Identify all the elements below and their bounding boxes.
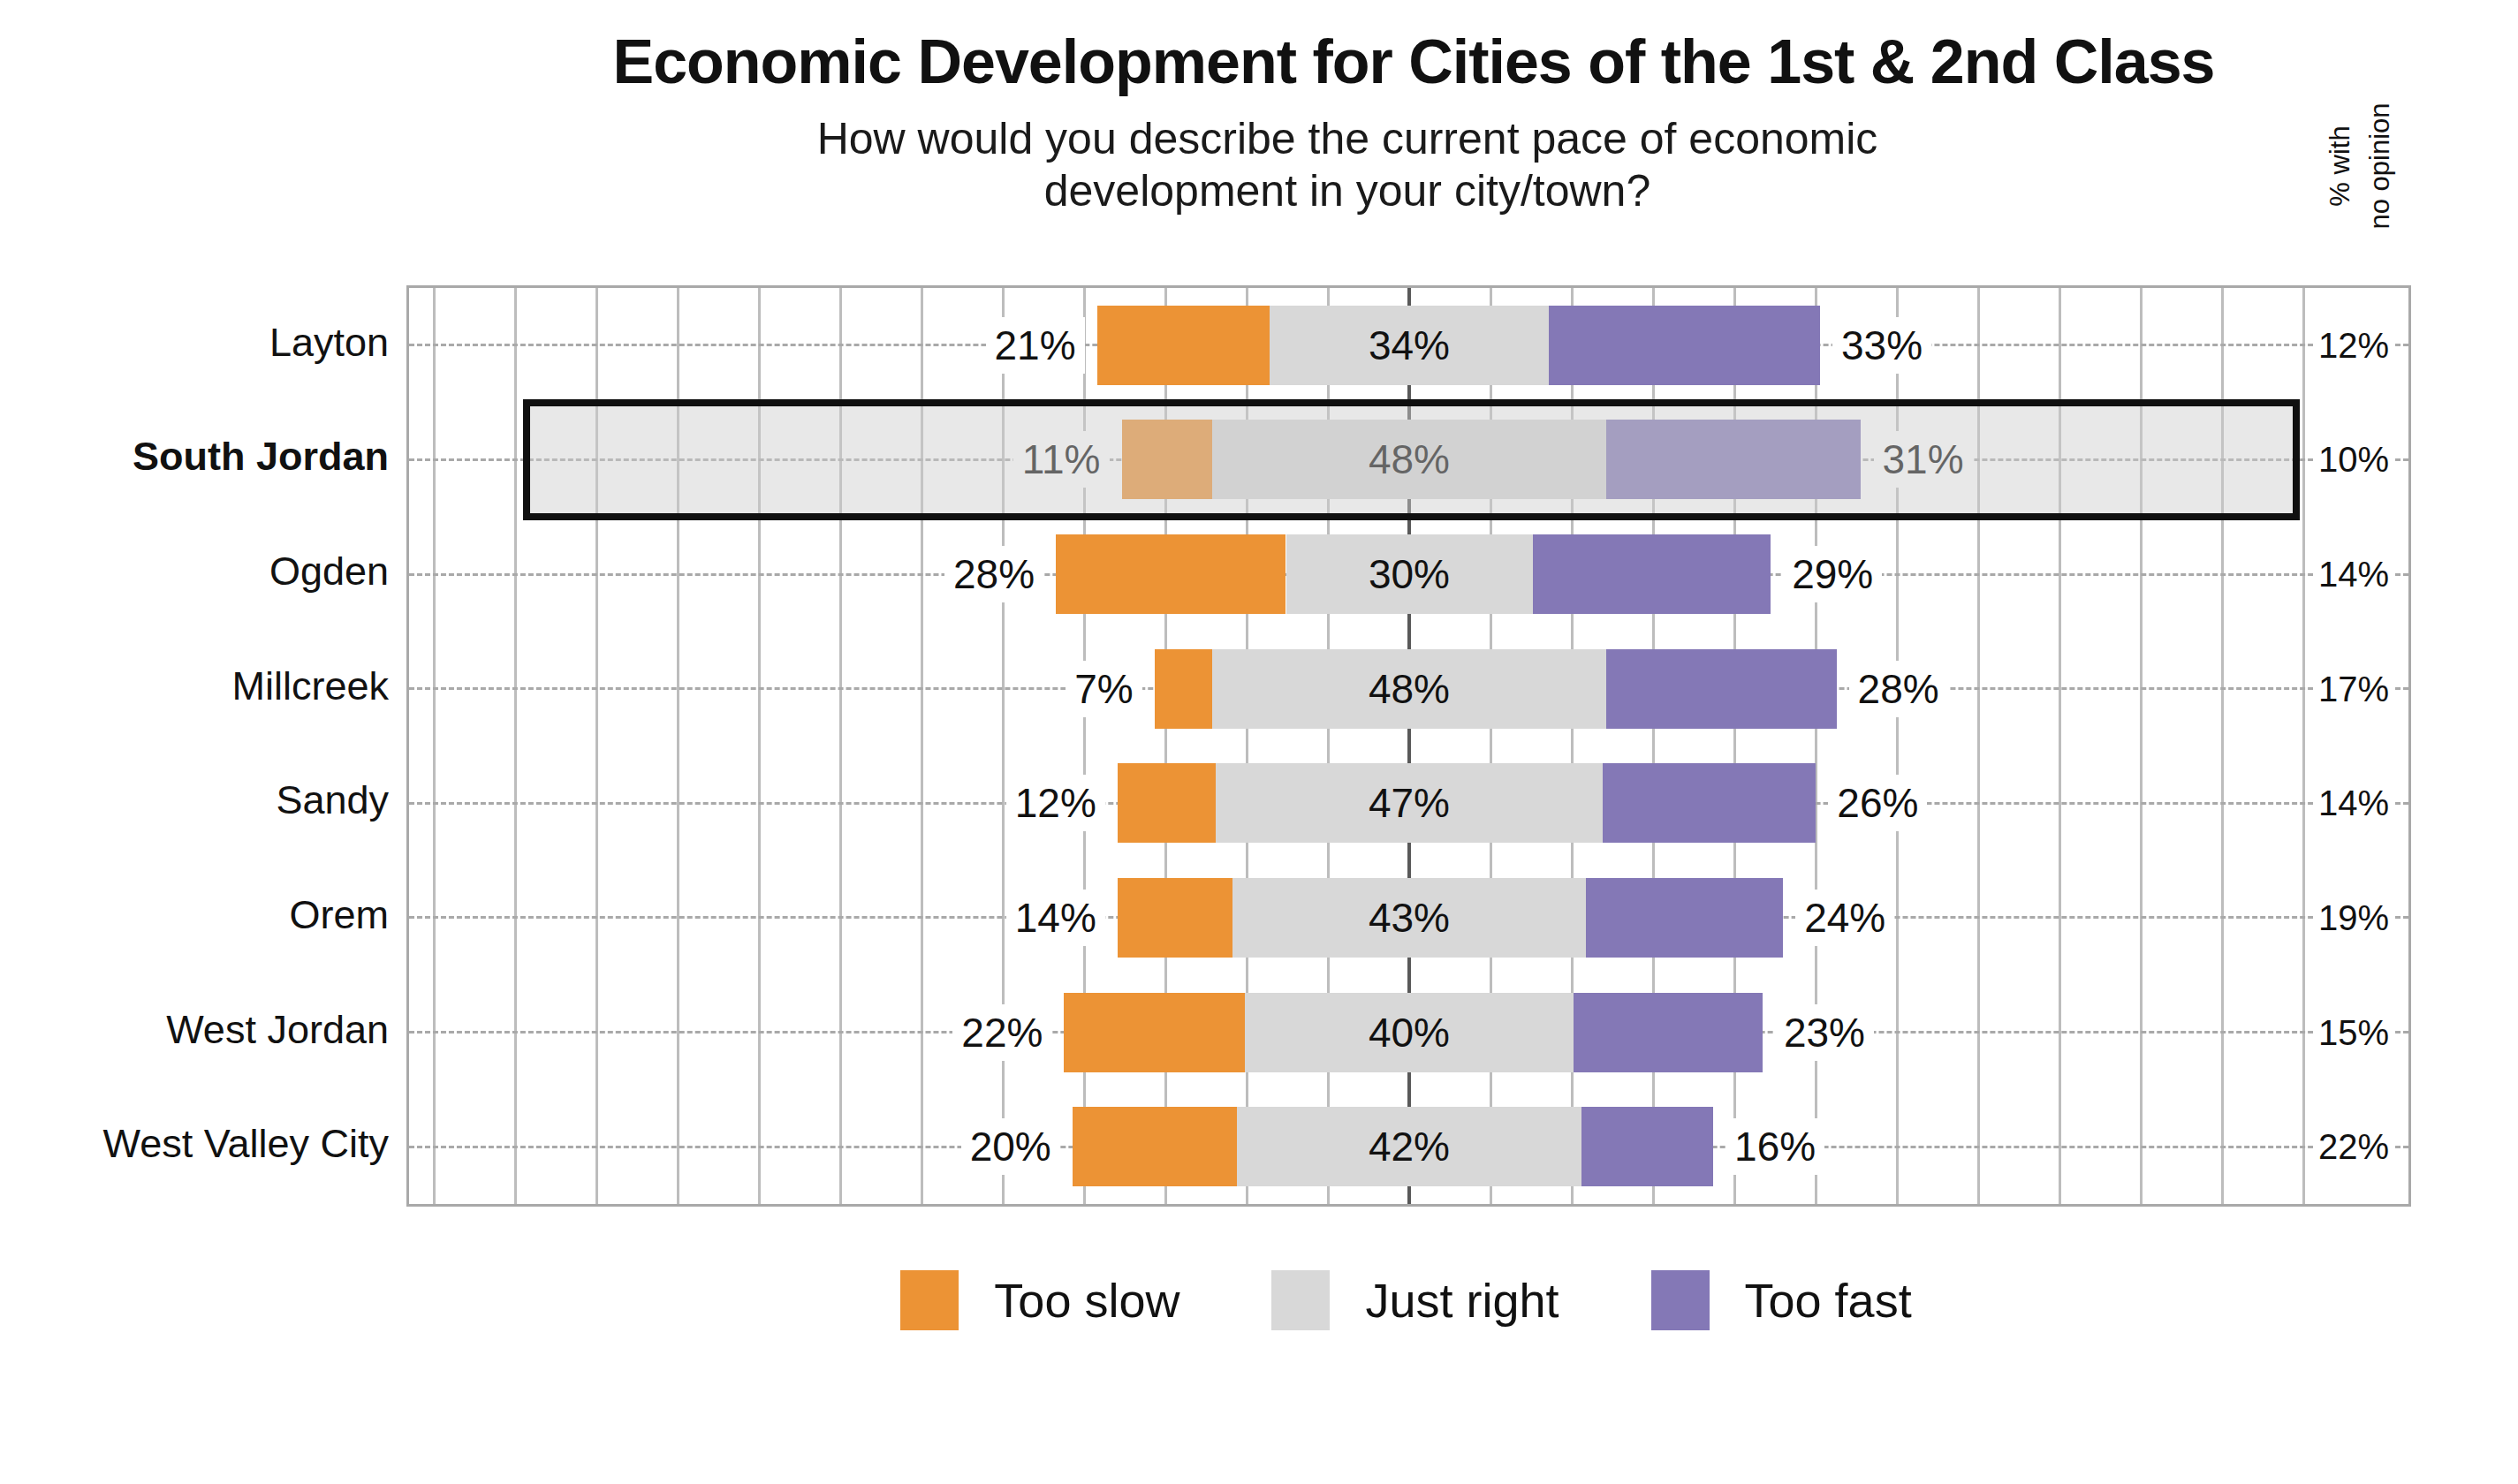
legend-swatch-icon: [900, 1270, 959, 1330]
plot-area: 21%34%33%12%11%48%31%10%28%30%29%14%7%48…: [406, 285, 2411, 1207]
no-opinion-header-line1: % with: [2321, 102, 2361, 229]
just-right-value-label: 40%: [1245, 1004, 1574, 1061]
chart-subtitle-line2: development in your city/town?: [309, 165, 2385, 217]
bar-segment-too-fast: [1574, 993, 1763, 1072]
economic-development-chart: Economic Development for Cities of the 1…: [0, 0, 2518, 1484]
no-opinion-header-line2: no opinion: [2361, 102, 2400, 229]
just-right-value-label: 42%: [1237, 1118, 1582, 1175]
too-fast-value-label: 24%: [1795, 890, 1894, 946]
legend-label: Just right: [1365, 1273, 1559, 1328]
row-label-ogden: Ogden: [18, 514, 389, 629]
gridline: [433, 288, 436, 1204]
just-right-value-label: 34%: [1270, 317, 1549, 374]
row-label-millcreek: Millcreek: [18, 629, 389, 744]
too-fast-value-label: 29%: [1783, 546, 1882, 602]
row-label-south-jordan: South Jordan: [18, 400, 389, 515]
bar-segment-too-slow: [1073, 1107, 1237, 1186]
too-slow-value-label: 20%: [961, 1118, 1060, 1175]
just-right-value-label: 48%: [1212, 661, 1606, 717]
bar-segment-too-fast: [1549, 306, 1820, 385]
no-opinion-column-header: % with no opinion: [2228, 34, 2493, 299]
row-label-orem: Orem: [18, 858, 389, 973]
bar-segment-too-fast: [1586, 878, 1783, 958]
legend-item-too-fast: Too fast: [1651, 1270, 1912, 1330]
just-right-value-label: 47%: [1216, 775, 1602, 831]
too-fast-value-label: 28%: [1849, 661, 1948, 717]
no-opinion-value: 14%: [2313, 548, 2394, 601]
chart-subtitle: How would you describe the current pace …: [309, 113, 2385, 217]
too-slow-value-label: 14%: [1006, 890, 1105, 946]
legend-item-too-slow: Too slow: [900, 1270, 1179, 1330]
no-opinion-value: 12%: [2313, 319, 2394, 372]
row-label-west-valley-city: West Valley City: [18, 1086, 389, 1201]
too-fast-value-label: 16%: [1725, 1118, 1824, 1175]
row-label-layton: Layton: [18, 285, 389, 400]
legend-swatch-icon: [1271, 1270, 1330, 1330]
legend-label: Too slow: [994, 1273, 1179, 1328]
too-slow-value-label: 28%: [944, 546, 1043, 602]
chart-subtitle-line1: How would you describe the current pace …: [309, 113, 2385, 165]
row-label-sandy: Sandy: [18, 744, 389, 859]
gridline: [514, 288, 517, 1204]
bar-segment-too-slow: [1118, 878, 1232, 958]
highlight-box: [523, 399, 2300, 520]
too-slow-value-label: 21%: [986, 317, 1085, 374]
bar-segment-too-fast: [1581, 1107, 1713, 1186]
legend-swatch-icon: [1651, 1270, 1710, 1330]
no-opinion-value: 14%: [2313, 776, 2394, 829]
legend-label: Too fast: [1745, 1273, 1912, 1328]
no-opinion-value: 15%: [2313, 1006, 2394, 1059]
too-slow-value-label: 22%: [952, 1004, 1051, 1061]
no-opinion-value: 19%: [2313, 891, 2394, 944]
just-right-value-label: 30%: [1286, 546, 1533, 602]
legend-item-just-right: Just right: [1271, 1270, 1559, 1330]
too-slow-value-label: 7%: [1066, 661, 1141, 717]
chart-title: Economic Development for Cities of the 1…: [309, 26, 2518, 97]
row-label-west-jordan: West Jordan: [18, 973, 389, 1087]
too-fast-value-label: 33%: [1832, 317, 1931, 374]
legend: Too slow Just right Too fast: [406, 1270, 2406, 1330]
just-right-value-label: 43%: [1232, 890, 1586, 946]
bar-segment-too-slow: [1097, 306, 1270, 385]
bar-segment-too-slow: [1155, 649, 1212, 729]
no-opinion-value: 17%: [2313, 662, 2394, 716]
bar-segment-too-fast: [1533, 534, 1771, 614]
bar-segment-too-fast: [1606, 649, 1836, 729]
no-opinion-value: 10%: [2313, 433, 2394, 486]
too-fast-value-label: 23%: [1775, 1004, 1874, 1061]
bar-segment-too-slow: [1056, 534, 1286, 614]
bar-segment-too-slow: [1118, 763, 1217, 843]
too-fast-value-label: 26%: [1828, 775, 1927, 831]
bar-segment-too-slow: [1064, 993, 1245, 1072]
gridline: [2302, 288, 2305, 1204]
bar-segment-too-fast: [1603, 763, 1816, 843]
too-slow-value-label: 12%: [1006, 775, 1105, 831]
no-opinion-value: 22%: [2313, 1120, 2394, 1173]
